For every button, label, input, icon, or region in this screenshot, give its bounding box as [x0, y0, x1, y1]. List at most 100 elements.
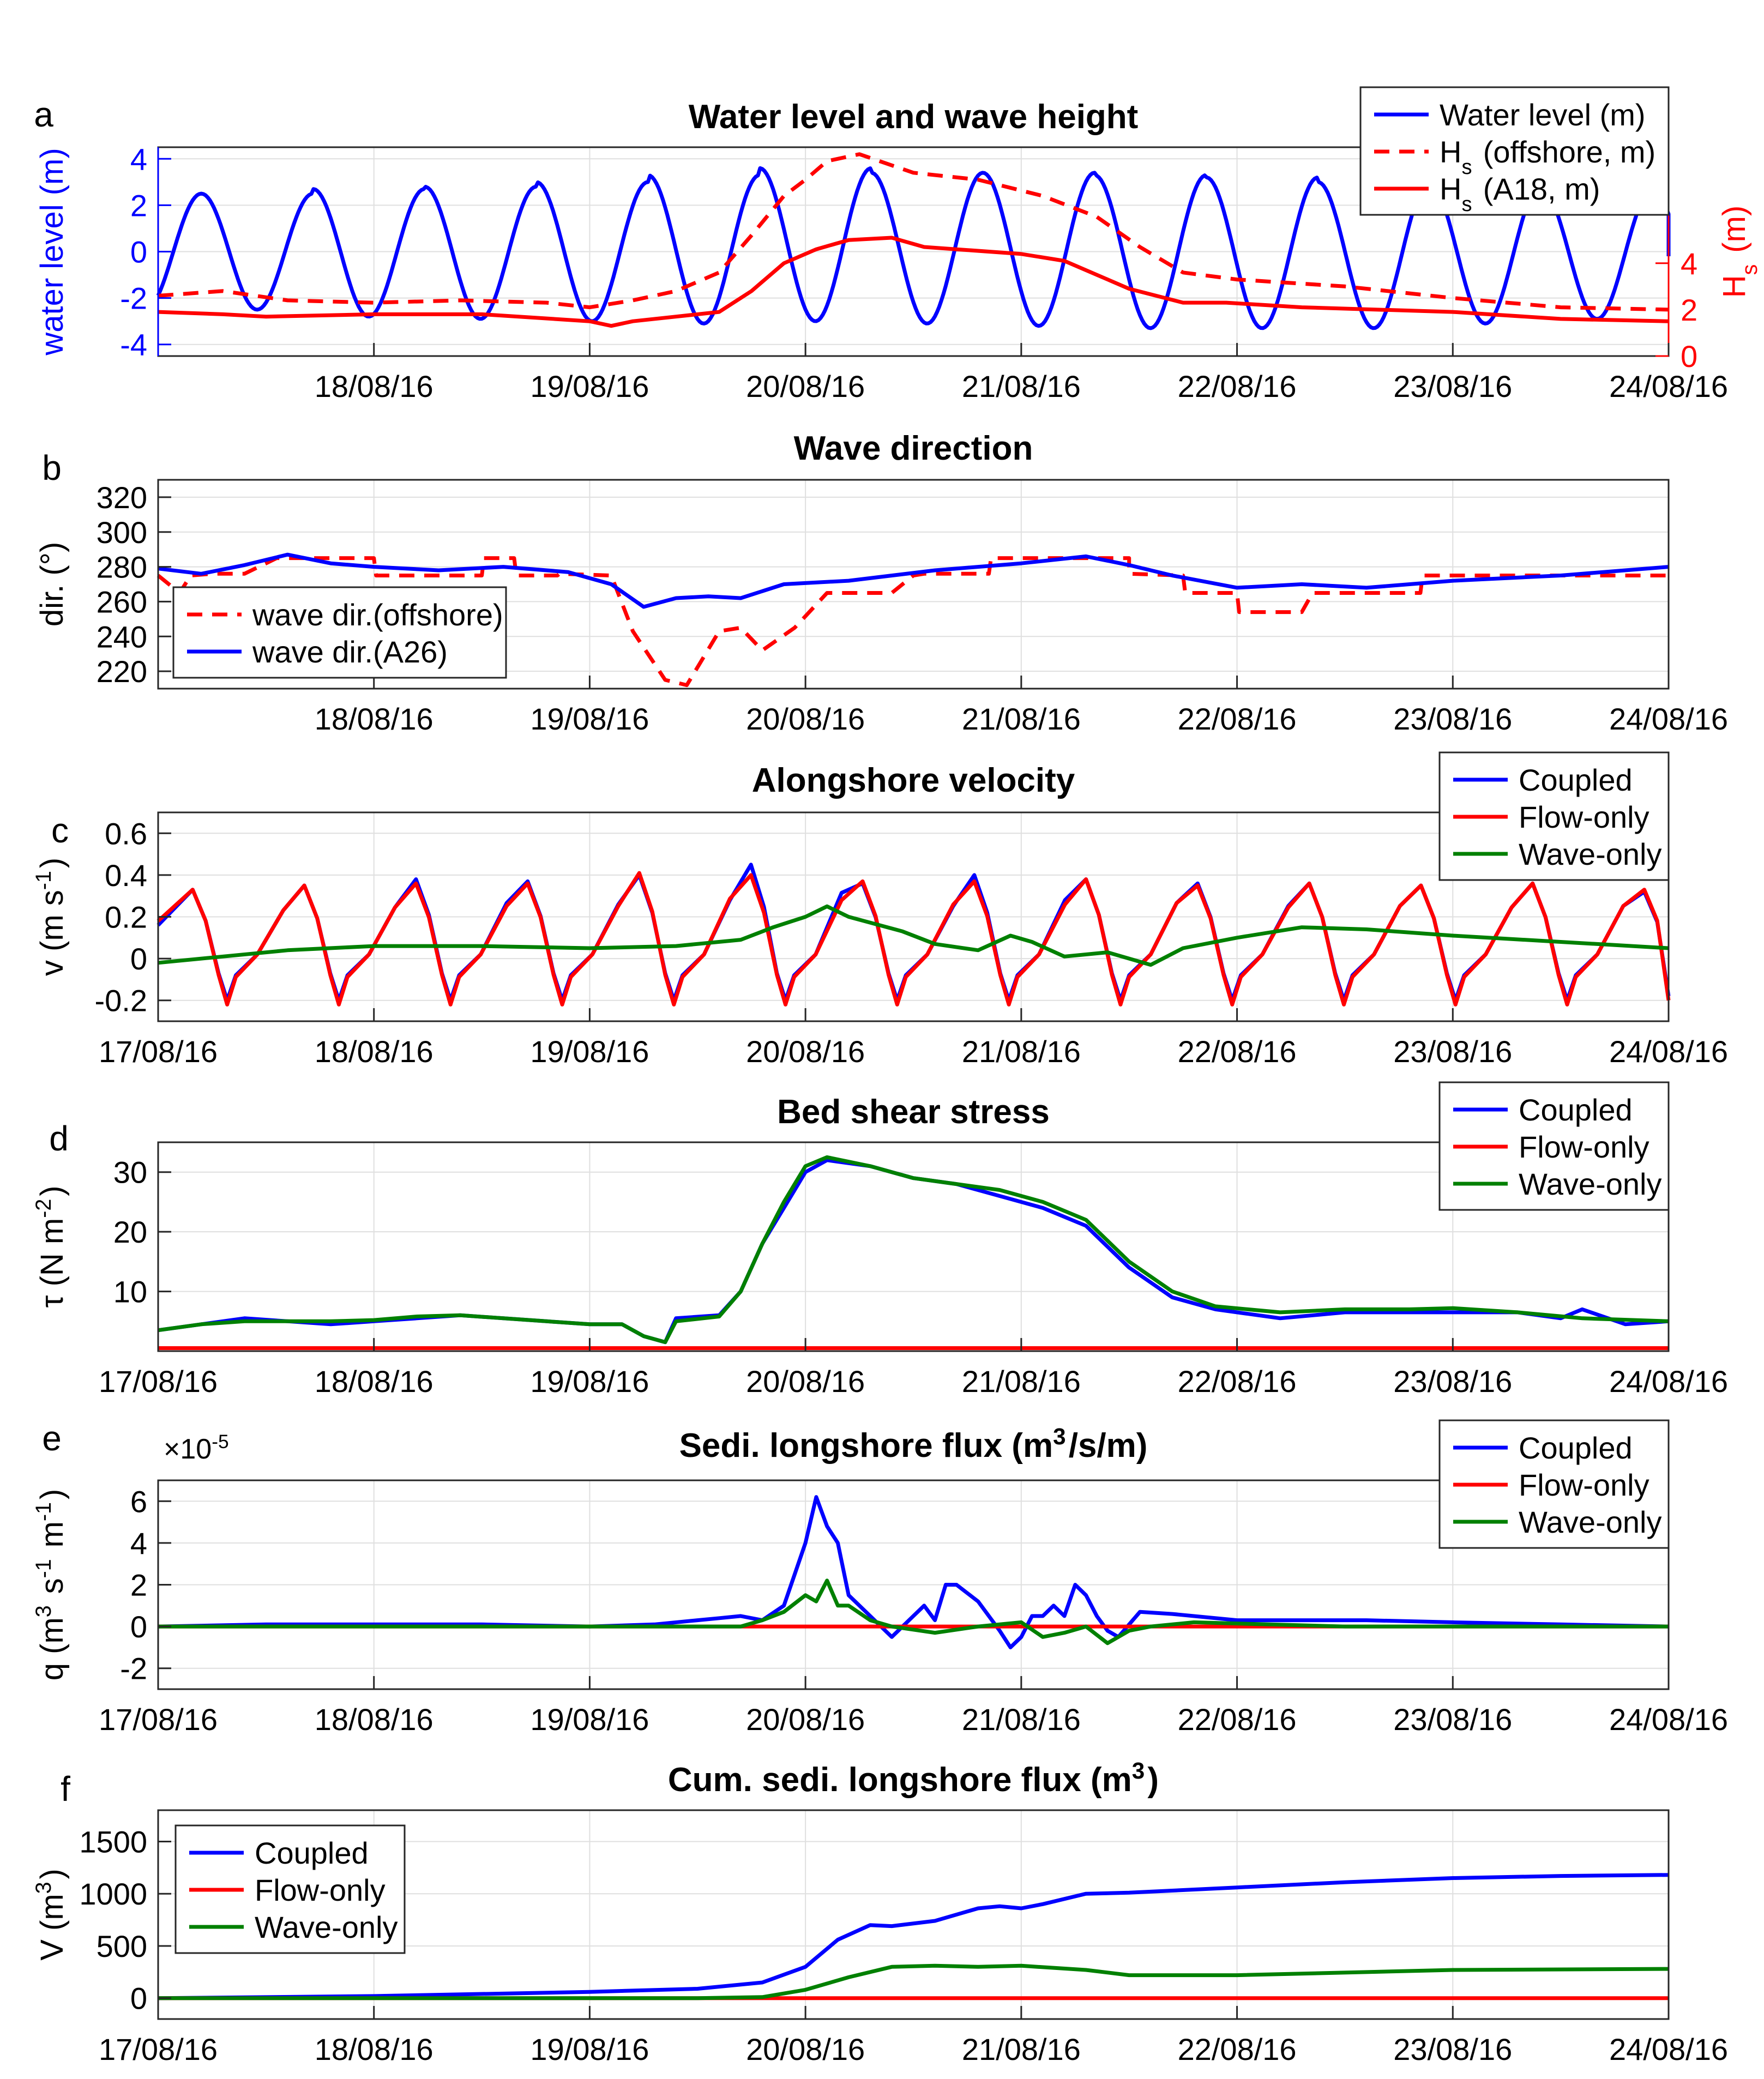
x-tick-label: 18/08/16	[315, 1034, 434, 1069]
y-tick-label: 20	[113, 1215, 147, 1249]
y-tick-label: 240	[97, 619, 147, 654]
legend-label: wave dir.(offshore)	[252, 598, 503, 632]
x-tick-label: 18/08/16	[315, 1702, 434, 1737]
x-tick-label: 19/08/16	[530, 1702, 649, 1737]
series-line-wave-only	[158, 904, 1669, 967]
legend-label: Coupled	[255, 1836, 369, 1870]
x-tick-label: 21/08/16	[962, 369, 1081, 403]
series-group	[156, 863, 1671, 1007]
y-tick-label-right: 4	[1681, 246, 1697, 281]
panel-letter: b	[42, 448, 62, 487]
x-tick-label: 18/08/16	[315, 369, 434, 403]
legend-label: Coupled	[1519, 763, 1633, 797]
x-tick-label: 24/08/16	[1609, 702, 1728, 736]
x-tick-label: 24/08/16	[1609, 1364, 1728, 1399]
panel-title: Water level and wave height	[689, 98, 1139, 136]
y-axis-label: q (m3 s-1 m-1 )	[32, 1489, 70, 1680]
y-tick-label: 0	[130, 235, 147, 269]
x-tick-label: 20/08/16	[746, 702, 865, 736]
y-tick-label: 0	[130, 1610, 147, 1644]
x-tick-label: 23/08/16	[1393, 1702, 1512, 1737]
y-tick-label: 4	[130, 142, 147, 176]
x-tick-label: 23/08/16	[1393, 702, 1512, 736]
y-tick-label: -4	[120, 328, 147, 362]
x-tick-label: 21/08/16	[962, 1702, 1081, 1737]
x-tick-label: 17/08/16	[99, 1034, 218, 1069]
axes-frame	[157, 479, 1670, 690]
series-group	[158, 1155, 1669, 1350]
x-tick-label: 24/08/16	[1609, 369, 1728, 403]
panel-d: 17/08/16 18/08/16 19/08/16 20/08/16 21/08/16…	[32, 1081, 1728, 1399]
x-tick-label: 22/08/16	[1178, 2032, 1297, 2066]
y-tick-label: 0	[130, 1981, 147, 2016]
x-tick-label: 17/08/16	[99, 1702, 218, 1737]
y-axis-label: dir. (°)	[34, 542, 70, 626]
y-tick-label: 260	[97, 584, 147, 619]
legend-label: Water level (m)	[1440, 98, 1646, 132]
x-tick-label: 22/08/16	[1178, 1364, 1297, 1399]
x-tick-label: 24/08/16	[1609, 1702, 1728, 1737]
x-tick-label: 23/08/16	[1393, 2032, 1512, 2066]
series-line-h-s-offshore-m-	[158, 152, 1669, 312]
legend-label: Coupled	[1519, 1431, 1633, 1465]
series-group	[158, 1495, 1669, 1649]
y-axis-label: water level (m)	[34, 148, 70, 355]
x-tick-label: 20/08/16	[746, 369, 865, 403]
plot-area	[158, 1810, 1669, 2019]
y-tick-label: 220	[97, 654, 147, 689]
x-tick-label: 19/08/16	[530, 369, 649, 403]
series-line-flow-only	[156, 871, 1671, 1007]
legend: wave dir.(offshore)wave dir.(A26)	[172, 586, 507, 679]
x-tick-label: 20/08/16	[746, 2032, 865, 2066]
y-tick-label: 320	[97, 480, 147, 515]
axes-frame	[157, 1141, 1670, 1352]
y-axis-label: V (m3 )	[32, 1869, 70, 1961]
x-tick-label: 22/08/16	[1178, 369, 1297, 403]
x-tick-label: 24/08/16	[1609, 2032, 1728, 2066]
y-tick-label: 0.6	[105, 816, 147, 851]
y-tick-label: 1500	[79, 1824, 147, 1859]
x-tick-label: 21/08/16	[962, 1364, 1081, 1399]
y-tick-label: 300	[97, 515, 147, 550]
x-tick-label: 22/08/16	[1178, 702, 1297, 736]
panel-f: 17/08/16 18/08/16 19/08/16 20/08/16 21/08/16…	[32, 1758, 1728, 2067]
legend-label: Coupled	[1519, 1093, 1633, 1127]
series-group	[156, 552, 1669, 688]
y-tick-label: 0.4	[105, 858, 147, 893]
y-tick-label: 0	[130, 942, 147, 976]
legend-label: Flow-only	[1519, 800, 1649, 834]
legend-box	[172, 586, 507, 679]
legend: Water level (m)Hs (offshore, m)Hs (A18, …	[1359, 86, 1670, 216]
legend-label: Wave-only	[1519, 1167, 1661, 1201]
y-tick-label: 500	[97, 1929, 147, 1963]
panel-title: Wave direction	[794, 430, 1033, 467]
y-tick-label: 30	[113, 1155, 147, 1190]
panel-title: Alongshore velocity	[752, 762, 1075, 799]
x-tick-label: 23/08/16	[1393, 1034, 1512, 1069]
legend-label: Flow-only	[255, 1873, 386, 1907]
y-tick-label: 10	[113, 1275, 147, 1309]
panel-c: 17/08/16 18/08/16 19/08/16 20/08/16 21/08/16…	[32, 751, 1728, 1069]
x-tick-label: 19/08/16	[530, 1034, 649, 1069]
panel-letter: a	[34, 95, 53, 134]
panel-a: 18/08/16 19/08/16 20/08/16 21/08/16 22/08/16…	[34, 86, 1762, 403]
legend-label: Hs (offshore, m)	[1440, 135, 1655, 179]
y-multiplier: ×10-5	[164, 1431, 231, 1466]
x-tick-label: 19/08/16	[530, 2032, 649, 2066]
panel-b: 18/08/16 19/08/16 20/08/16 21/08/16 22/08/16…	[34, 430, 1728, 736]
x-tick-label: 18/08/16	[315, 2032, 434, 2066]
y-tick-label: 1000	[79, 1877, 147, 1911]
x-tick-label: 18/08/16	[315, 702, 434, 736]
series-line-coupled	[158, 1873, 1669, 2000]
panel-letter: f	[61, 1769, 70, 1809]
grid	[158, 812, 1669, 1021]
panel-title: Bed shear stress	[777, 1093, 1050, 1131]
series-line-wave-dir-a26-	[158, 552, 1669, 609]
panel-letter: e	[42, 1419, 62, 1458]
x-tick-label: 24/08/16	[1609, 1034, 1728, 1069]
y-tick-label: -2	[120, 1652, 147, 1686]
